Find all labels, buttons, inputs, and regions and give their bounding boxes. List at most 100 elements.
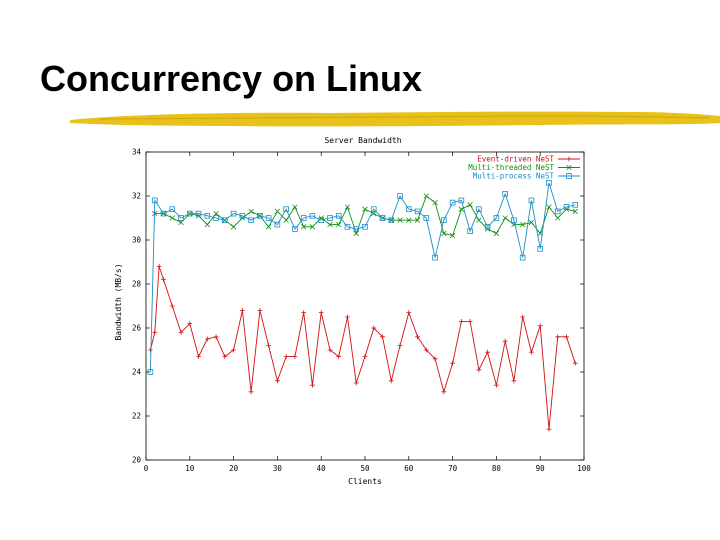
data-point	[441, 230, 447, 237]
data-point	[345, 314, 350, 320]
data-point	[467, 202, 473, 208]
data-point	[292, 204, 298, 210]
data-point	[379, 215, 386, 221]
x-tick-label: 80	[492, 464, 502, 473]
data-point	[300, 224, 307, 230]
data-point	[353, 226, 360, 232]
data-point	[196, 354, 201, 359]
data-point	[537, 246, 543, 252]
data-point	[309, 224, 316, 230]
data-point	[502, 215, 508, 221]
data-point	[388, 217, 395, 224]
legend-label: Multi-threaded NeST	[468, 163, 554, 172]
data-point	[415, 334, 420, 340]
data-point	[152, 330, 158, 335]
data-point	[292, 354, 298, 359]
data-point	[204, 336, 210, 342]
data-point	[239, 213, 246, 219]
data-point	[458, 206, 465, 212]
data-point	[239, 308, 245, 313]
data-point	[511, 217, 517, 224]
data-point	[537, 323, 543, 329]
data-point	[222, 354, 228, 359]
data-point	[406, 217, 412, 223]
data-point	[362, 224, 368, 230]
data-point	[283, 217, 289, 223]
data-point	[257, 213, 263, 219]
data-point	[248, 217, 254, 224]
x-tick-label: 10	[185, 464, 195, 473]
y-tick-label: 32	[132, 192, 141, 201]
data-point	[362, 206, 368, 212]
data-point	[309, 213, 316, 219]
data-point	[493, 215, 500, 221]
data-point	[528, 219, 535, 226]
y-axis-label: Bandwidth (MB/s)	[114, 263, 123, 340]
data-point	[283, 354, 289, 359]
data-point	[266, 343, 272, 348]
data-point	[353, 230, 359, 237]
data-point	[502, 191, 508, 197]
x-tick-label: 60	[404, 464, 414, 473]
data-point	[546, 180, 552, 186]
bandwidth-chart: Server Bandwidth Bandwidth (MB/s) Client…	[114, 136, 591, 486]
data-point	[178, 215, 184, 221]
data-point	[563, 204, 570, 210]
data-point	[546, 426, 552, 432]
data-point	[432, 356, 438, 362]
data-point	[423, 193, 430, 199]
data-point	[405, 206, 412, 213]
x-tick-label: 40	[317, 464, 327, 473]
data-point	[327, 215, 333, 221]
data-point	[283, 206, 289, 213]
data-point	[204, 213, 211, 219]
data-point	[336, 354, 342, 359]
x-tick-label: 100	[577, 464, 591, 473]
plot-area	[147, 180, 579, 432]
data-point	[555, 334, 561, 340]
data-point	[476, 217, 482, 223]
data-point	[274, 221, 281, 228]
series-3	[147, 180, 579, 375]
data-point	[213, 334, 219, 340]
data-point	[371, 325, 377, 331]
data-point	[213, 210, 219, 217]
data-point	[511, 378, 517, 384]
y-tick-label: 26	[132, 324, 142, 333]
chart-title: Server Bandwidth	[324, 136, 401, 145]
data-point	[388, 378, 394, 384]
data-point	[406, 310, 412, 315]
data-point	[572, 360, 578, 366]
title-underline-brushstroke	[70, 111, 720, 127]
data-point	[248, 389, 254, 395]
y-tick-label: 20	[132, 456, 142, 465]
data-point	[353, 380, 359, 386]
legend-label: Event-driven NeST	[477, 155, 554, 164]
data-point	[147, 347, 153, 353]
data-point	[485, 349, 491, 355]
data-point	[274, 208, 281, 215]
legend-marker	[566, 164, 572, 171]
data-point	[528, 197, 535, 204]
data-point	[344, 224, 351, 230]
data-point	[265, 224, 272, 230]
data-point	[519, 221, 526, 228]
data-point	[335, 213, 342, 219]
data-point	[344, 204, 351, 210]
data-point	[449, 232, 456, 239]
data-point	[178, 219, 184, 226]
data-point	[441, 217, 447, 224]
data-point	[248, 208, 254, 215]
data-point	[476, 206, 482, 213]
data-point	[231, 347, 236, 353]
data-point	[160, 210, 167, 217]
legend-marker	[566, 173, 572, 179]
x-tick-label: 70	[448, 464, 458, 473]
data-point	[204, 221, 211, 228]
data-point	[554, 208, 561, 215]
data-point	[265, 215, 272, 221]
data-point	[449, 199, 456, 206]
legend-marker	[566, 156, 572, 162]
data-point	[572, 208, 578, 215]
x-tick-label: 50	[360, 464, 370, 473]
